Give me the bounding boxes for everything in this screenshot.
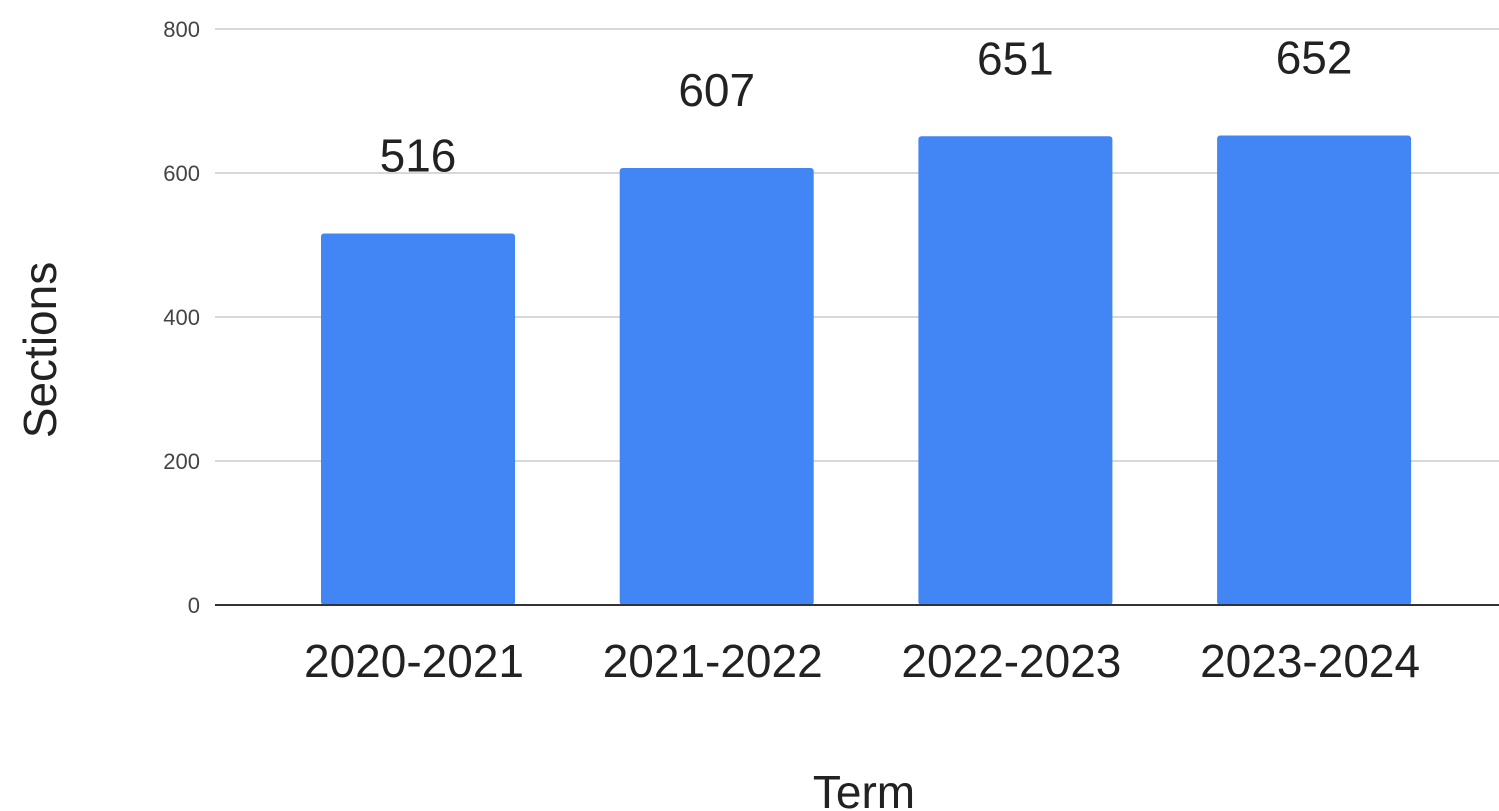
y-tick-label: 400 (163, 305, 200, 330)
bar (1217, 135, 1412, 605)
data-label: 651 (977, 32, 1054, 84)
x-tick-label: 2022-2023 (901, 635, 1121, 687)
y-axis-ticks: 0 200 400 600 800 (163, 17, 200, 618)
bar (321, 233, 515, 606)
y-tick-label: 200 (163, 449, 200, 474)
x-axis-ticks: 2020-2021 2021-2022 2022-2023 2023-2024 (304, 635, 1420, 687)
y-axis-title: Sections (14, 262, 66, 438)
bar (918, 136, 1113, 605)
data-label: 516 (380, 129, 457, 181)
bar (619, 167, 814, 605)
x-axis-title: Term (813, 766, 915, 811)
x-tick-label: 2021-2022 (603, 635, 823, 687)
data-label: 607 (678, 64, 755, 116)
x-tick-label: 2023-2024 (1200, 635, 1420, 687)
data-labels: 516 607 651 652 (380, 32, 1353, 182)
bars (321, 135, 1412, 606)
y-tick-label: 600 (163, 161, 200, 186)
y-tick-label: 800 (163, 17, 200, 42)
x-tick-label: 2020-2021 (304, 635, 524, 687)
y-tick-label: 0 (188, 593, 200, 618)
data-label: 652 (1276, 32, 1353, 84)
